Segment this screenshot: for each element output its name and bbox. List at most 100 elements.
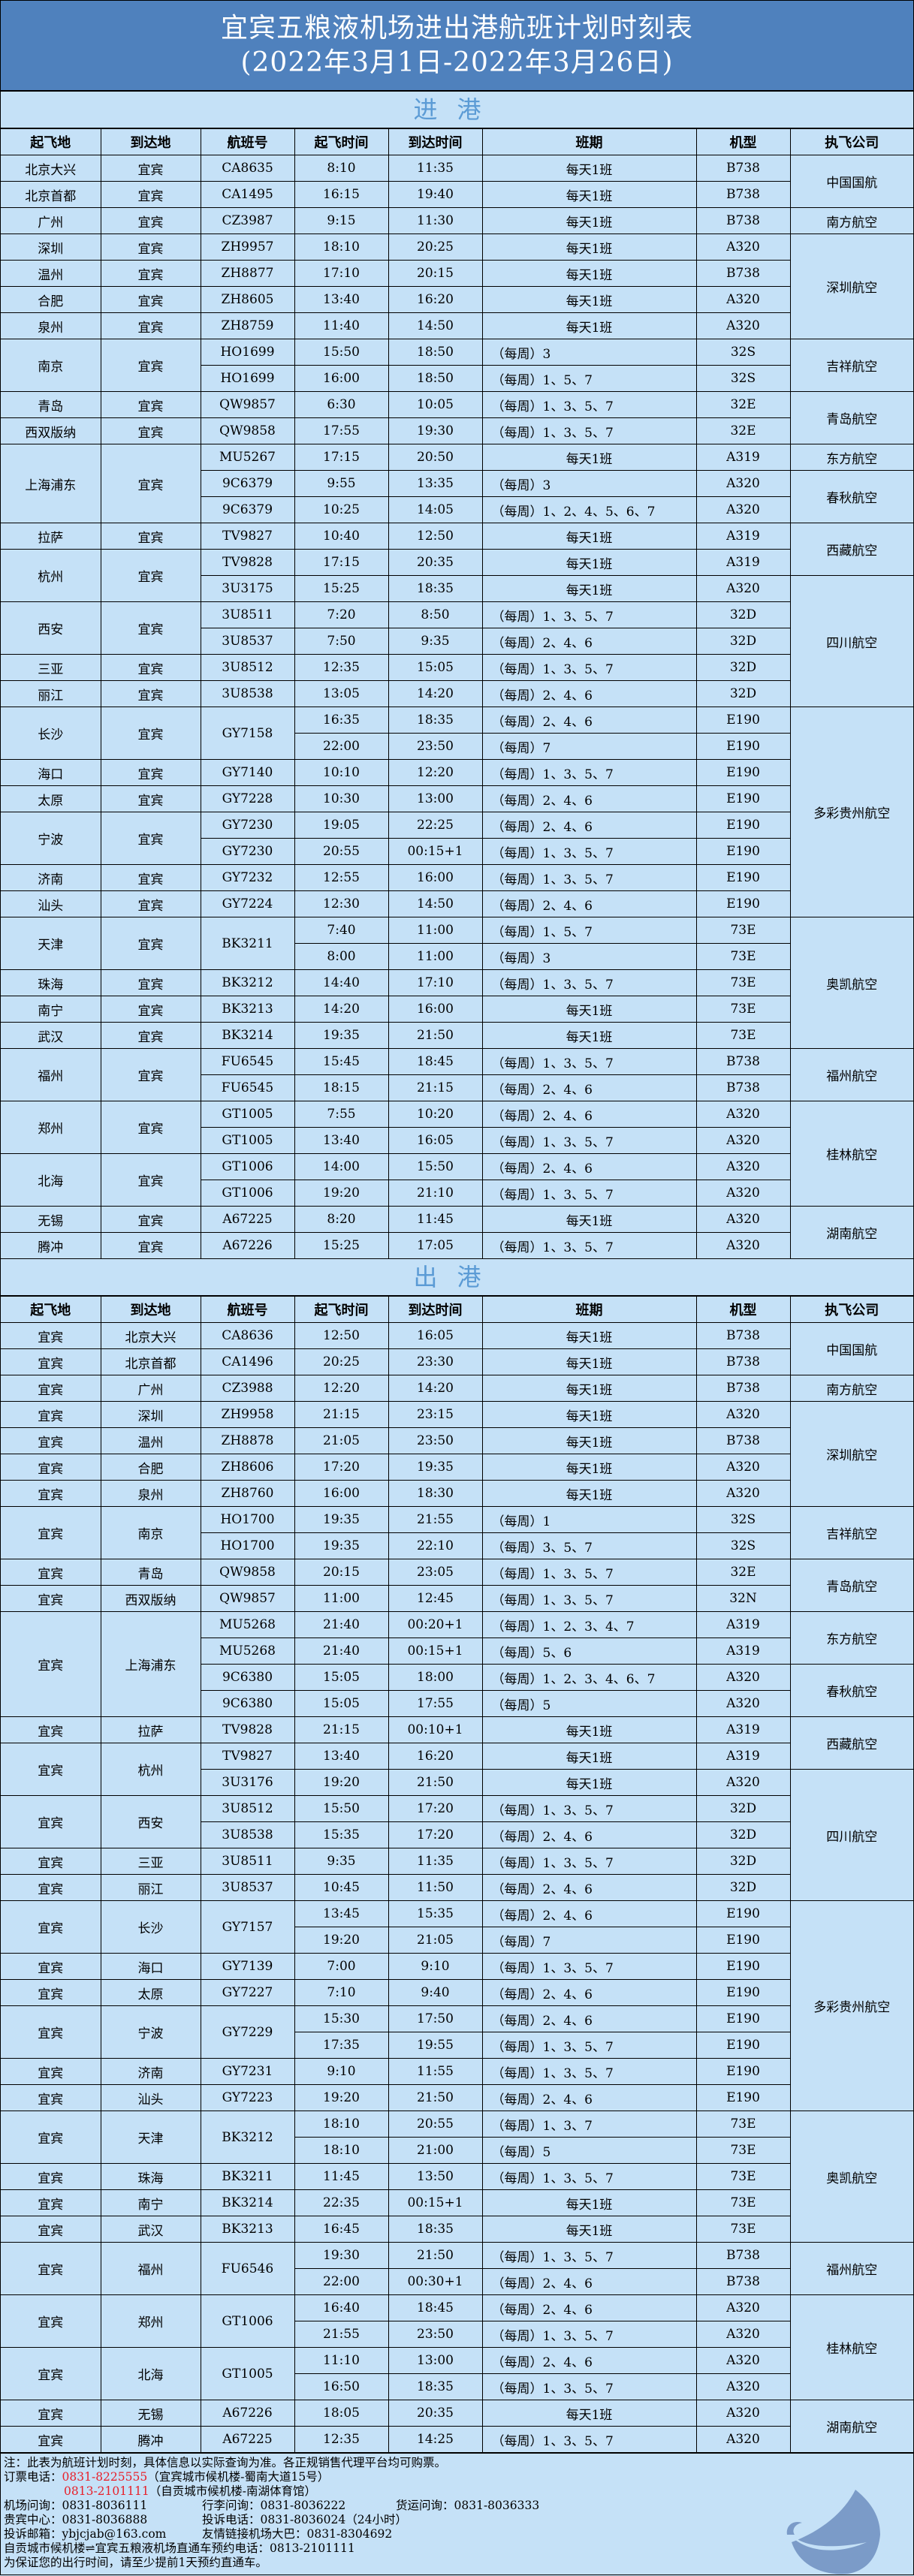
column-header: 到达地: [100, 1296, 201, 1323]
arrival-time-cell: 21:00: [388, 2137, 483, 2164]
airline-cell: 中国国航: [789, 1322, 913, 1375]
destination-cell: 北京大兴: [100, 1322, 201, 1349]
schedule-days-cell: （每周）5、6: [481, 1637, 697, 1665]
destination-cell: 宜宾: [100, 890, 201, 917]
origin-cell: 汕头: [1, 890, 101, 917]
flight-number-cell: GY7158: [200, 707, 295, 760]
departure-time-cell: 22:00: [294, 2268, 389, 2295]
airline-cell: 湖南航空: [789, 2400, 913, 2453]
destination-cell: 宜宾: [100, 1232, 201, 1259]
arrival-time-cell: 23:50: [388, 733, 483, 760]
aircraft-type-cell: E190: [695, 2058, 790, 2085]
departure-time-cell: 21:05: [294, 1427, 389, 1454]
arrival-time-cell: 21:50: [388, 1769, 483, 1796]
aircraft-type-cell: A320: [695, 2321, 790, 2348]
origin-cell: 宜宾: [1, 2084, 101, 2111]
aircraft-type-cell: A319: [695, 549, 790, 576]
column-header: 航班号: [200, 128, 295, 155]
column-header: 起飞地: [1, 1296, 101, 1323]
aircraft-type-cell: A320: [695, 1454, 790, 1481]
aircraft-type-cell: A319: [695, 1611, 791, 1638]
table-row: 宜宾 福州 FU6546 19:30 21:50 （每周）1、3、5、7 B738 福州航空: [1, 2242, 913, 2295]
schedule-days-cell: （每周）1: [481, 1506, 697, 1533]
aircraft-type-cell: A319: [695, 1637, 790, 1665]
origin-cell: 温州: [1, 260, 101, 287]
destination-cell: 海口: [100, 1953, 201, 1980]
table-row: 宜宾 无锡 A67226 18:05 20:35 每天1班 A320 湖南航空: [1, 2400, 913, 2453]
schedule-days-cell: （每周）2、4、6: [481, 1821, 697, 1848]
schedule-days-cell: （每周）1、3、5、7: [481, 1232, 697, 1259]
flight-number-cell: GY7230: [201, 838, 295, 865]
schedule-days-cell: （每周）1、3、5、7: [481, 864, 697, 891]
arrival-time-cell: 12:45: [388, 1585, 483, 1612]
departure-time-cell: 17:55: [294, 417, 389, 444]
aircraft-type-cell: E190: [695, 838, 790, 865]
departure-time-cell: 14:00: [294, 1153, 389, 1180]
arrival-time-cell: 14:50: [388, 312, 483, 339]
departure-time-cell: 12:50: [294, 1322, 389, 1349]
table-row: 9C6380 15:05 18:00 （每周）1、2、3、4、6、7 A320 春秋航空: [1, 1664, 913, 1717]
aircraft-type-cell: 73E: [695, 969, 790, 996]
schedule-days-cell: （每周）3、5、7: [481, 1532, 697, 1559]
origin-cell: 宜宾: [1, 2242, 101, 2295]
departure-time-cell: 14:20: [294, 996, 389, 1023]
destination-cell: 南宁: [100, 2189, 201, 2216]
aircraft-type-cell: A320: [695, 1401, 791, 1428]
departure-time-cell: 7:50: [294, 628, 389, 655]
destination-cell: 宜宾: [100, 1048, 201, 1101]
arrival-time-cell: 21:15: [388, 1074, 483, 1101]
departure-time-cell: 7:20: [294, 601, 389, 628]
schedule-days-cell: （每周）1、3、5、7: [481, 2032, 697, 2059]
flight-number-cell: ZH8760: [200, 1480, 295, 1507]
airline-cell: 奥凯航空: [789, 917, 913, 1049]
schedule-days-cell: 每天1班: [481, 2400, 697, 2427]
airport-logo-icon: [786, 2490, 880, 2574]
aircraft-type-cell: E190: [695, 890, 790, 917]
origin-cell: 宜宾: [1, 1427, 101, 1454]
destination-cell: 西安: [100, 1795, 201, 1848]
aircraft-type-cell: 73E: [695, 943, 790, 970]
departure-time-cell: 7:55: [294, 1101, 389, 1128]
arrival-time-cell: 20:25: [388, 233, 483, 261]
departure-time-cell: 18:10: [294, 233, 389, 261]
arrival-time-cell: 21:50: [388, 2242, 483, 2269]
schedule-days-cell: 每天1班: [481, 155, 697, 182]
airline-cell: 中国国航: [789, 155, 913, 208]
aircraft-type-cell: B738: [695, 181, 790, 208]
origin-cell: 长沙: [1, 707, 101, 760]
flight-number-cell: TV9828: [200, 1716, 295, 1743]
aircraft-type-cell: 73E: [695, 2163, 790, 2190]
departure-time-cell: 9:15: [294, 207, 389, 234]
airline-cell: 吉祥航空: [789, 1506, 913, 1559]
flight-number-cell: 3U8538: [200, 680, 295, 707]
airline-cell: 西藏航空: [789, 1716, 913, 1770]
departure-time-cell: 8:20: [294, 1206, 389, 1233]
aircraft-type-cell: A319: [695, 444, 791, 471]
flight-number-cell: GY7227: [200, 1979, 295, 2006]
aircraft-type-cell: 73E: [695, 2189, 790, 2216]
departure-time-cell: 19:20: [294, 1927, 389, 1954]
departure-time-cell: 22:35: [294, 2189, 389, 2216]
schedule-days-cell: （每周）2、4、6: [481, 680, 697, 707]
arrival-time-cell: 23:15: [388, 1401, 483, 1428]
table-header-row: 起飞地 到达地 航班号 起飞时间 到达时间 班期 机型 执飞公司: [1, 1296, 913, 1323]
arrival-time-cell: 13:50: [388, 2163, 483, 2190]
departure-time-cell: 15:25: [294, 1232, 389, 1259]
table-row: 上海浦东 宜宾 MU5267 17:15 20:50 每天1班 A319 东方航空: [1, 444, 913, 523]
column-header: 班期: [481, 1296, 697, 1323]
destination-cell: 拉萨: [100, 1716, 201, 1743]
table-row: 太原 宜宾 GY7228 10:30 13:00 （每周）2、4、6 E190: [1, 785, 913, 812]
flight-number-cell: CZ3988: [200, 1375, 295, 1402]
column-header: 到达地: [100, 128, 201, 155]
table-row: 宜宾 武汉 BK3213 16:45 18:35 每天1班 73E: [1, 2216, 913, 2243]
table-row: 无锡 宜宾 A67225 8:20 11:45 每天1班 A320 湖南航空: [1, 1206, 913, 1259]
departure-time-cell: 20:55: [294, 838, 389, 865]
aircraft-type-cell: A320: [695, 1153, 790, 1180]
flight-number-cell: QW9857: [200, 391, 295, 418]
table-row: 长沙 宜宾 GY7158 16:35 18:35 （每周）2、4、6 E190 多彩贵州航空: [1, 707, 913, 917]
destination-cell: 郑州: [100, 2294, 201, 2348]
airline-cell: 青岛航空: [789, 391, 913, 444]
table-row: 郑州 宜宾 GT1005 7:55 10:20 （每周）2、4、6 A320 桂林航空: [1, 1101, 913, 1207]
flight-number-cell: HO1699: [201, 365, 295, 392]
arrival-time-cell: 9:40: [388, 1979, 483, 2006]
